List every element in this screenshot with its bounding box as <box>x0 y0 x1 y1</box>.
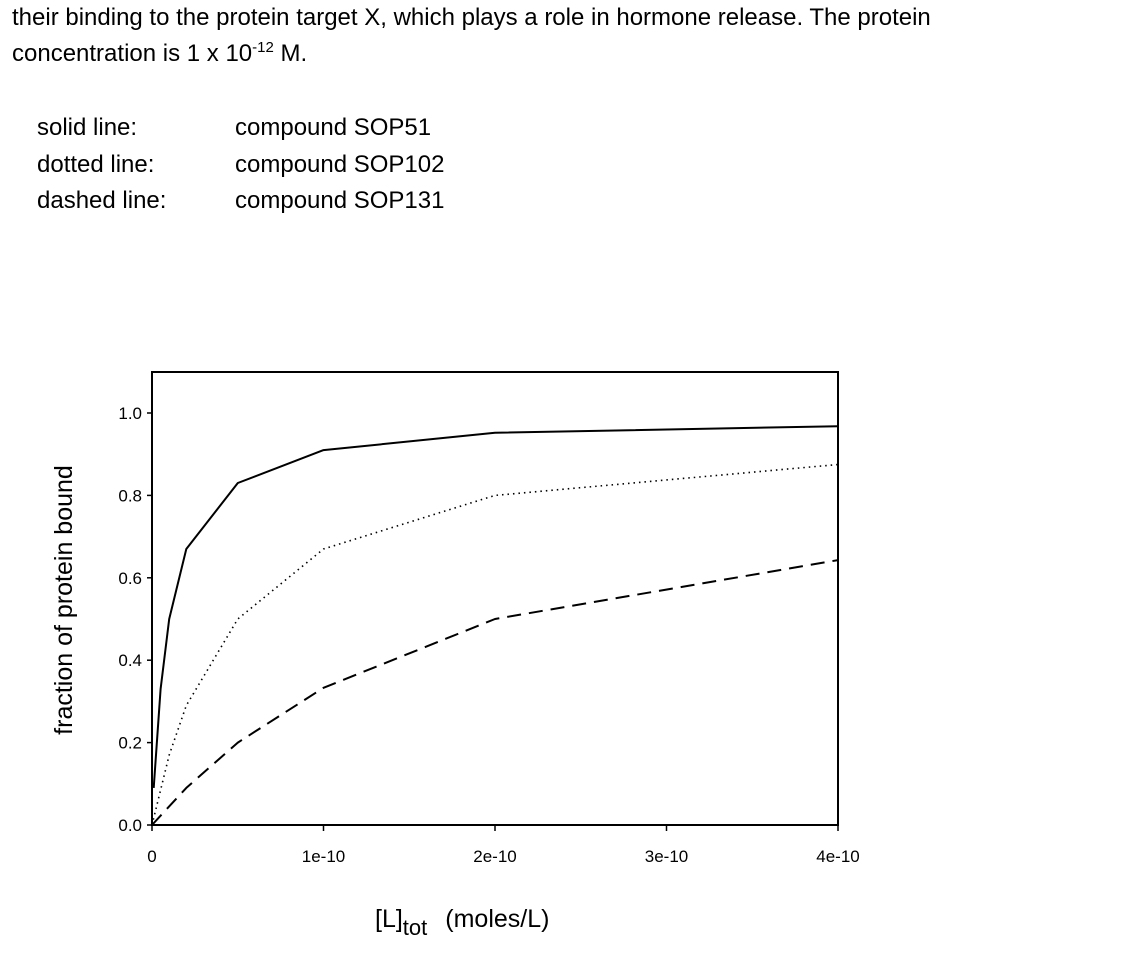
x-axis-label-subscript: tot <box>403 915 427 940</box>
line-style-legend: solid line: compound SOP51 dotted line: … <box>37 110 444 220</box>
concentration-prefix: concentration is 1 x 10 <box>12 40 253 67</box>
x-tick-label: 1e-10 <box>302 847 345 866</box>
y-tick-label: 1.0 <box>118 404 142 423</box>
legend-row-dashed: dashed line: compound SOP131 <box>37 183 444 220</box>
concentration-exponent: -12 <box>252 39 274 56</box>
legend-key: dotted line: <box>37 150 155 178</box>
problem-text: their binding to the protein target X, w… <box>12 0 1122 72</box>
y-tick-label: 0.0 <box>118 816 142 835</box>
y-axis: 0.0 0.2 0.4 0.6 0.8 1.0 <box>118 404 152 835</box>
series-line-dashed <box>151 559 839 826</box>
x-tick-label: 3e-10 <box>645 847 688 866</box>
legend-row-dotted: dotted line: compound SOP102 <box>37 147 444 184</box>
legend-key: dashed line: <box>37 187 167 214</box>
y-tick-label: 0.8 <box>118 486 142 505</box>
problem-text-line-2: concentration is 1 x 10-12 M. <box>12 36 1122 72</box>
x-axis: 0 1e-10 2e-10 3e-10 4e-10 <box>147 825 860 866</box>
plot-frame <box>151 371 839 826</box>
x-axis-label-main: [L] <box>375 905 403 933</box>
series-line-dotted <box>151 463 839 826</box>
x-axis-label-unit: (moles/L) <box>445 905 549 933</box>
x-tick-label: 2e-10 <box>473 847 516 866</box>
legend-key: solid line: <box>37 114 138 141</box>
series-group <box>151 425 839 826</box>
legend-value: compound SOP131 <box>235 187 445 214</box>
legend-value: compound SOP102 <box>235 150 445 178</box>
x-tick-label: 0 <box>147 847 156 866</box>
x-axis-label: [L]tot (moles/L) <box>375 905 549 940</box>
legend-value: compound SOP51 <box>235 114 432 141</box>
problem-text-line-1: their binding to the protein target X, w… <box>12 4 931 31</box>
series-line-solid <box>152 425 839 788</box>
y-tick-label: 0.2 <box>118 734 142 753</box>
concentration-suffix: M. <box>273 40 308 67</box>
y-tick-label: 0.6 <box>118 569 142 588</box>
y-tick-label: 0.4 <box>118 651 142 670</box>
legend-row-solid: solid line: compound SOP51 <box>37 110 444 147</box>
x-tick-label: 4e-10 <box>816 847 859 866</box>
y-axis-label: fraction of protein bound <box>50 465 78 735</box>
